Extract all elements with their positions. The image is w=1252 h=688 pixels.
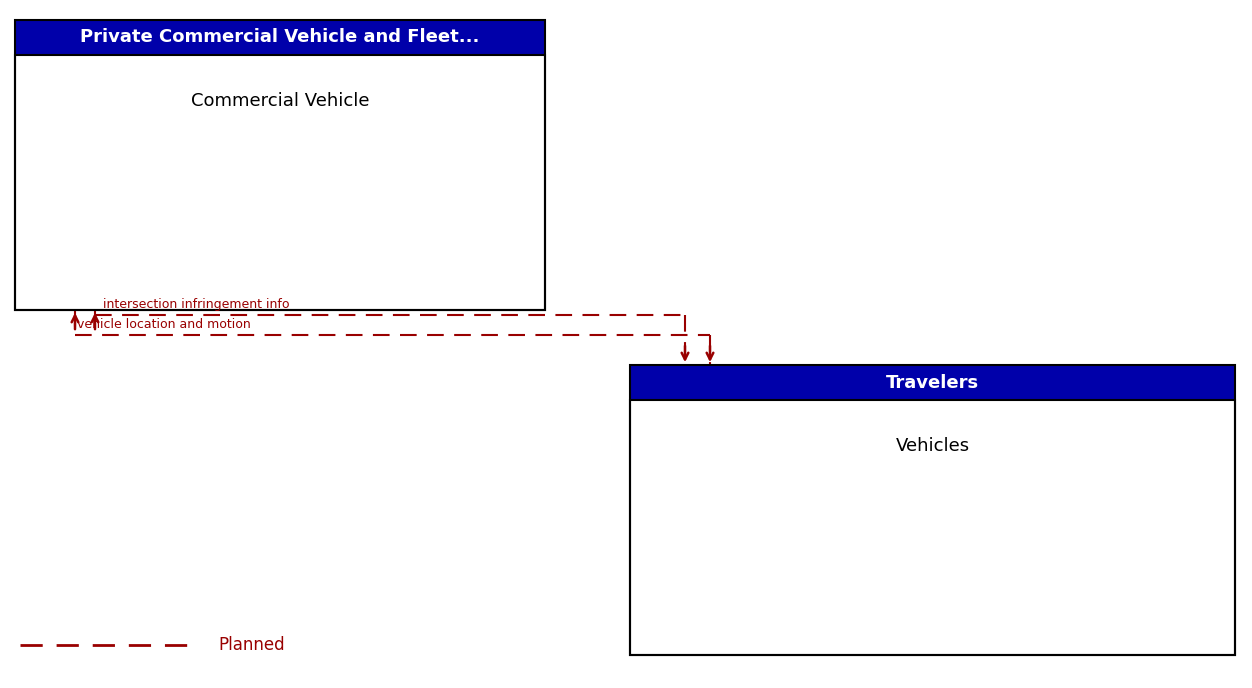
Text: Commercial Vehicle: Commercial Vehicle	[190, 92, 369, 110]
Bar	[630, 365, 1234, 400]
Bar	[15, 55, 545, 310]
Text: vehicle location and motion: vehicle location and motion	[78, 318, 250, 331]
Text: Vehicles: Vehicles	[895, 437, 969, 455]
Text: intersection infringement info: intersection infringement info	[103, 298, 289, 311]
Text: Planned: Planned	[218, 636, 284, 654]
Bar	[630, 365, 1234, 655]
Bar	[15, 20, 545, 310]
Text: Private Commercial Vehicle and Fleet...: Private Commercial Vehicle and Fleet...	[80, 28, 480, 47]
Bar	[15, 20, 545, 55]
Text: Travelers: Travelers	[886, 374, 979, 391]
Bar	[630, 400, 1234, 655]
